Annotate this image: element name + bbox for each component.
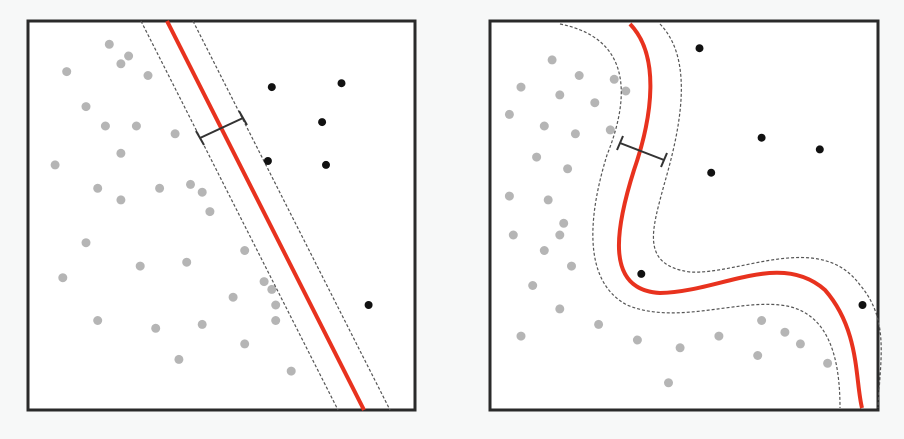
negative-sample-point (539, 121, 549, 131)
negative-sample-point (93, 183, 103, 193)
negative-sample-point (81, 238, 91, 248)
positive-sample-point (695, 44, 704, 53)
negative-sample-point (594, 319, 604, 329)
negative-sample-point (155, 183, 165, 193)
negative-sample-point (609, 74, 619, 84)
positive-sample-point (337, 79, 346, 88)
negative-sample-point (271, 316, 281, 325)
panel-nonlinear-frame (488, 19, 880, 412)
linear-margin-line-right (192, 20, 391, 411)
negative-sample-point (131, 121, 141, 131)
panel-nonlinear-positive-points (637, 44, 867, 309)
negative-sample-point (151, 323, 161, 333)
negative-sample-point (780, 327, 790, 337)
negative-sample-point (135, 261, 145, 271)
negative-sample-point (267, 284, 277, 294)
negative-sample-point (100, 121, 110, 131)
negative-sample-point (547, 55, 557, 65)
negative-sample-point (555, 304, 565, 314)
negative-sample-point (116, 148, 126, 158)
negative-sample-point (563, 164, 573, 174)
negative-sample-point (795, 339, 805, 349)
negative-sample-point (621, 86, 631, 96)
negative-sample-point (170, 129, 180, 139)
negative-sample-point (714, 331, 724, 341)
positive-sample-point (815, 145, 824, 154)
positive-sample-point (757, 133, 766, 142)
linear-margin-width-marker (195, 110, 248, 146)
negative-sample-point (664, 378, 673, 388)
negative-sample-point (240, 246, 250, 255)
linear-margin-line-left (140, 20, 339, 411)
negative-sample-point (504, 109, 514, 119)
negative-sample-point (116, 59, 126, 69)
panel-nonlinear-negative-points (504, 55, 833, 388)
negative-sample-point (58, 273, 68, 283)
negative-sample-point (182, 257, 192, 267)
negative-sample-point (532, 152, 542, 162)
linear-decision-boundary (165, 20, 366, 411)
negative-sample-point (62, 67, 72, 77)
negative-sample-point (197, 187, 207, 197)
panel-linear-positive-points (263, 79, 373, 309)
negative-sample-point (81, 102, 91, 112)
positive-sample-point (322, 160, 330, 169)
negative-sample-point (205, 207, 215, 217)
negative-sample-point (543, 195, 553, 205)
negative-sample-point (559, 218, 569, 228)
nonlinear-margin-width-marker (616, 135, 668, 168)
panel-linear (26, 19, 417, 412)
panel-linear-margin-lines (140, 20, 391, 411)
negative-sample-point (271, 300, 281, 310)
negative-sample-point (259, 277, 269, 287)
negative-sample-point (567, 261, 576, 271)
negative-sample-point (539, 246, 549, 255)
negative-sample-point (605, 125, 615, 135)
nonlinear-margin-curve-right (652, 23, 882, 409)
negative-sample-point (753, 351, 763, 360)
positive-sample-point (707, 168, 716, 177)
negative-sample-point (675, 343, 685, 353)
negative-sample-point (516, 331, 526, 341)
negative-sample-point (286, 366, 296, 376)
negative-sample-point (228, 292, 238, 302)
nonlinear-decision-boundary (616, 22, 864, 409)
negative-sample-point (197, 319, 207, 329)
positive-sample-point (318, 118, 327, 127)
negative-sample-point (93, 316, 103, 325)
negative-sample-point (50, 160, 60, 170)
positive-sample-point (267, 83, 276, 92)
negative-sample-point (504, 191, 514, 201)
positive-sample-point (364, 301, 373, 309)
negative-sample-point (823, 358, 833, 368)
negative-sample-point (590, 98, 600, 108)
negative-sample-point (124, 51, 134, 61)
positive-sample-point (263, 157, 272, 165)
negative-sample-point (240, 339, 250, 349)
negative-sample-point (574, 71, 584, 80)
panel-linear-negative-points (50, 39, 296, 376)
negative-sample-point (143, 71, 153, 80)
negative-sample-point (174, 354, 184, 364)
positive-sample-point (858, 301, 867, 309)
negative-sample-point (508, 230, 518, 240)
negative-sample-point (632, 335, 642, 345)
panel-nonlinear-margin-curves (559, 23, 882, 409)
negative-sample-point (757, 316, 767, 325)
negative-sample-point (116, 195, 126, 205)
negative-sample-point (555, 230, 565, 240)
panel-nonlinear (488, 19, 882, 412)
negative-sample-point (516, 82, 526, 92)
negative-sample-point (570, 129, 580, 139)
positive-sample-point (637, 269, 646, 278)
panel-linear-frame (26, 19, 417, 412)
negative-sample-point (186, 179, 195, 189)
negative-sample-point (528, 281, 538, 290)
negative-sample-point (104, 39, 114, 49)
negative-sample-point (555, 90, 565, 100)
